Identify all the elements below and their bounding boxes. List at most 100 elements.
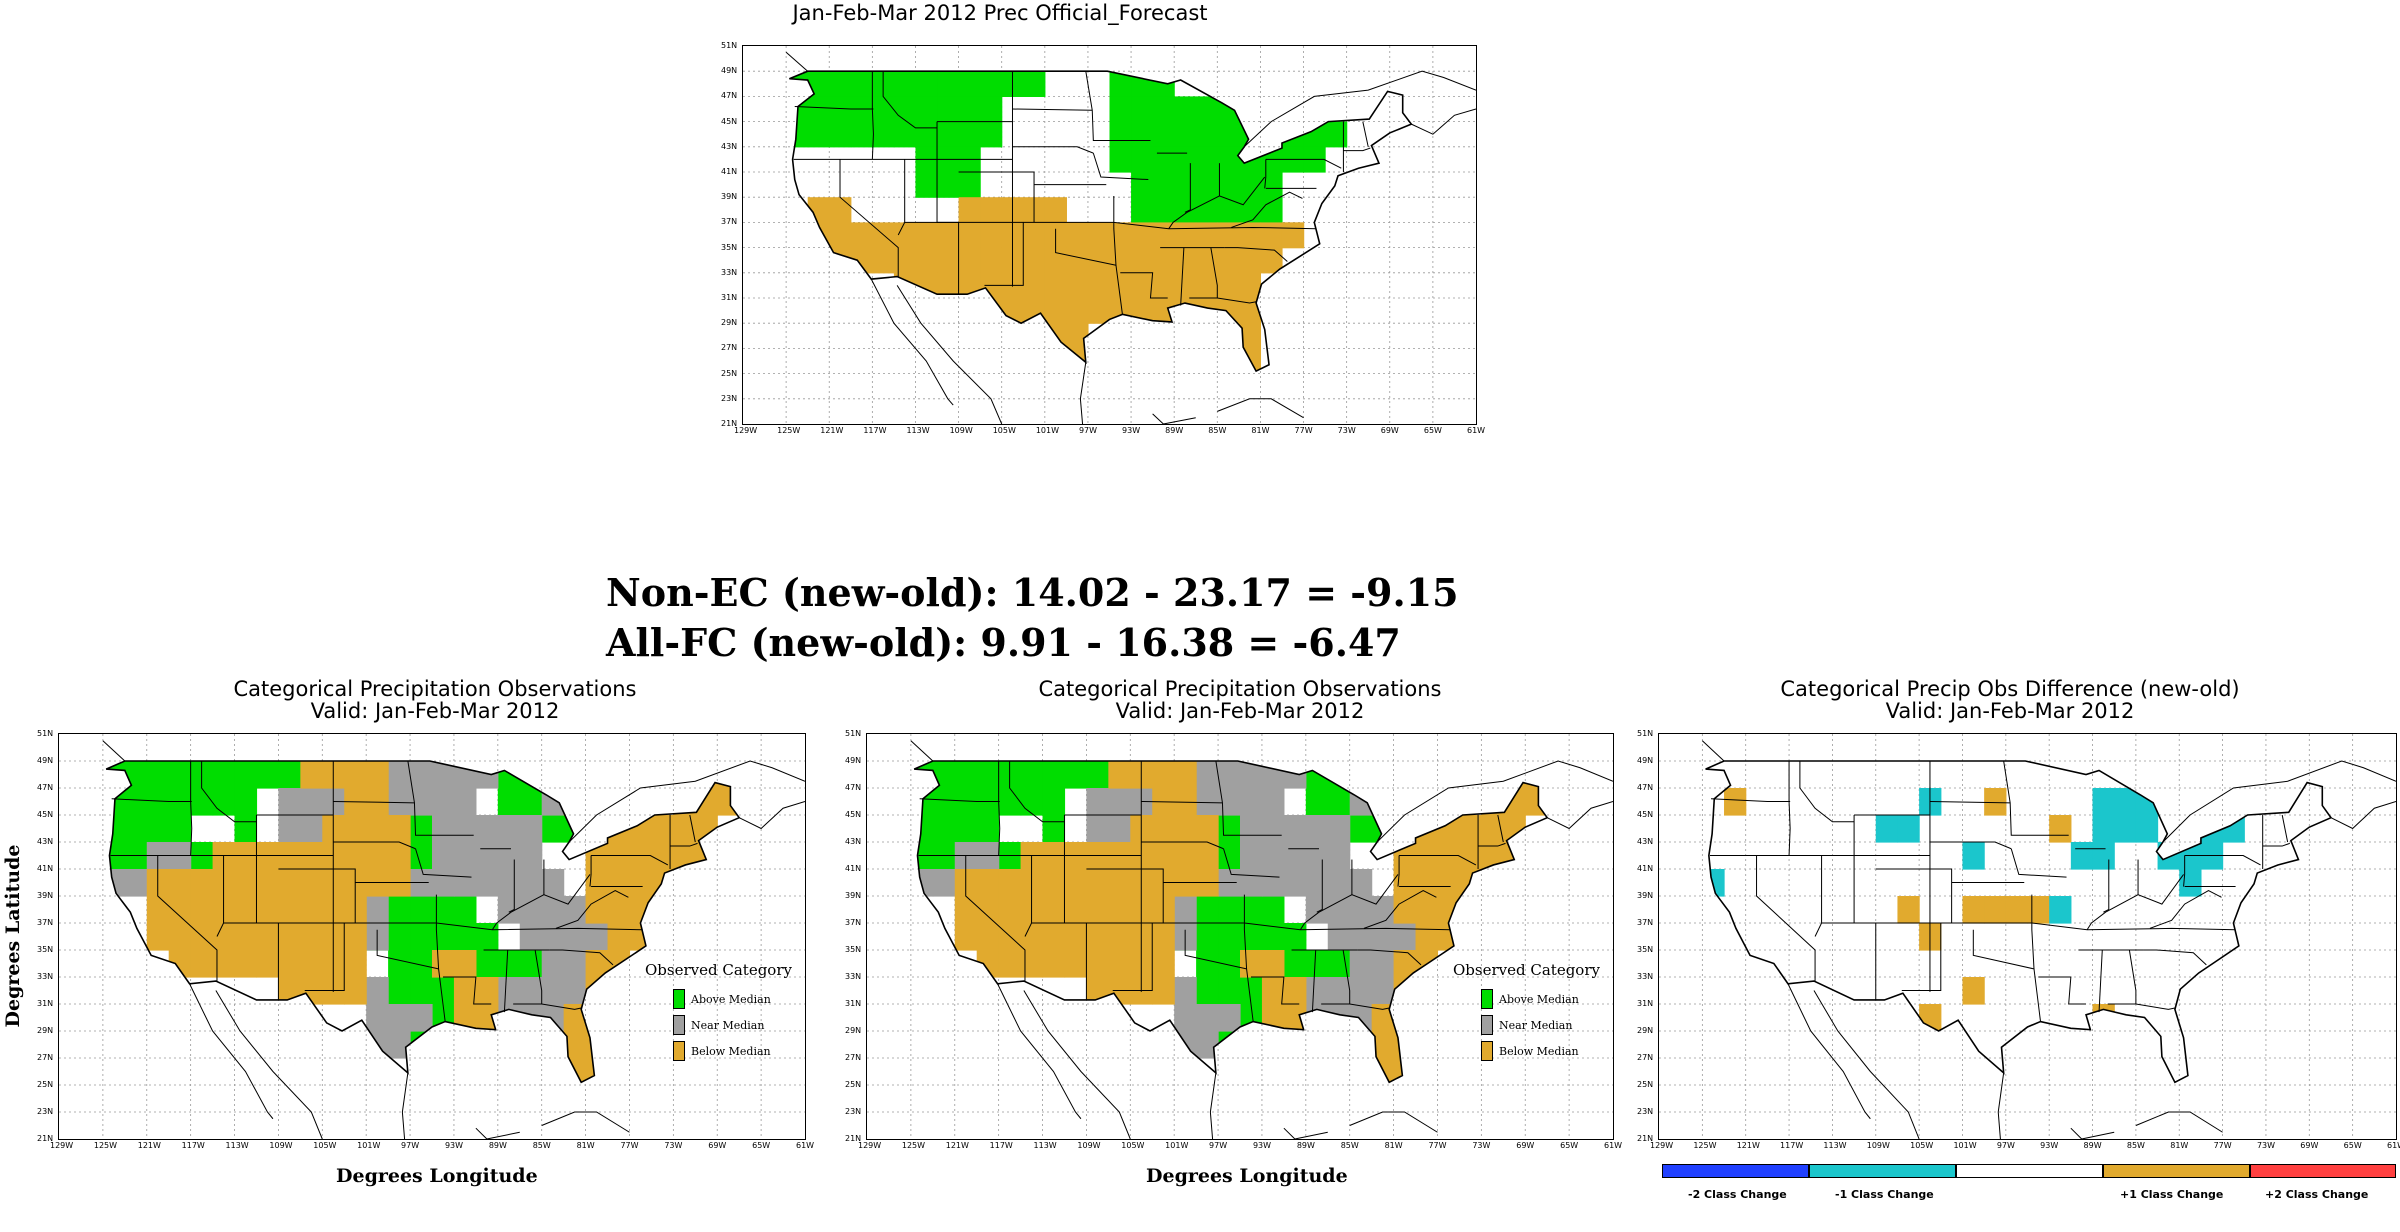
plus1-change-cell — [2027, 896, 2050, 924]
near-median-cell — [541, 977, 565, 1005]
state-border — [278, 868, 356, 923]
lon-tick-label: 109W — [949, 426, 973, 435]
lon-tick-label: 101W — [1035, 426, 1059, 435]
state-border — [201, 761, 257, 823]
coastline — [1243, 70, 1476, 148]
minus1-change-cell — [2070, 842, 2094, 870]
state-border — [1231, 191, 1303, 228]
obs-left-map-svg — [59, 734, 805, 1139]
below-median-cell — [1087, 222, 1111, 249]
below-median-cell — [432, 950, 455, 978]
near-median-cell — [453, 815, 477, 843]
near-median-cell — [1174, 977, 1197, 1005]
state-border — [1478, 842, 1506, 847]
below-median-cell — [388, 842, 411, 870]
near-median-cell — [1240, 761, 1263, 789]
lon-tick-label: 85W — [532, 1141, 551, 1150]
state-border — [1215, 760, 1282, 836]
below-median-cell — [1238, 298, 1262, 324]
above-median-cell — [1174, 146, 1197, 173]
lat-tick-label: 51N — [845, 729, 862, 738]
lon-tick-label: 77W — [1294, 426, 1313, 435]
state-border — [555, 890, 629, 929]
below-median-cell — [1217, 348, 1240, 372]
lat-tick-label: 29N — [1637, 1026, 1654, 1035]
state-border — [958, 171, 1035, 223]
above-median-cell — [915, 172, 938, 198]
coastline — [1702, 740, 1725, 762]
near-median-cell — [432, 869, 455, 897]
near-median-cell — [1174, 1004, 1197, 1032]
lon-tick-label: 97W — [1078, 426, 1098, 435]
below-median-cell — [1108, 923, 1131, 951]
lat-tick-label: 39N — [721, 192, 738, 202]
state-border — [919, 798, 1000, 802]
below-median-cell — [256, 923, 280, 951]
lat-tick-label: 21N — [721, 419, 738, 428]
above-median-cell — [1240, 977, 1263, 1005]
lon-tick-label: 85W — [2126, 1141, 2145, 1150]
below-median-cell — [958, 247, 981, 274]
lon-tick-label: 125W — [1693, 1141, 1717, 1150]
below-median-cell — [1238, 323, 1262, 349]
lon-tick-label: 121W — [1736, 1141, 1760, 1150]
below-median-cell — [1109, 272, 1132, 299]
above-median-cell — [1042, 788, 1066, 816]
above-median-cell — [190, 788, 214, 816]
below-median-cell — [1064, 896, 1088, 924]
lon-tick-label: 93W — [444, 1141, 464, 1150]
near-median-cell — [519, 977, 543, 1005]
lat-tick-label: 41N — [845, 864, 862, 873]
above-median-cell — [958, 172, 981, 198]
near-median-cell — [541, 950, 565, 978]
near-median-cell — [1283, 869, 1307, 897]
above-median-cell — [1023, 71, 1046, 97]
minus1-change-cell — [2135, 788, 2159, 816]
lat-tick-label: 33N — [721, 267, 738, 277]
below-median-cell — [1261, 977, 1285, 1005]
above-median-cell — [212, 788, 236, 816]
lon-tick-label: 73W — [664, 1141, 683, 1150]
lat-tick-label: 41N — [721, 167, 738, 176]
near-median-cell — [1218, 788, 1241, 816]
below-median-cell — [168, 950, 192, 978]
lon-tick-label: 125W — [777, 426, 801, 435]
below-median-cell — [673, 788, 696, 816]
near-median-cell — [1108, 815, 1131, 843]
state-border — [157, 855, 218, 982]
lon-tick-label: 121W — [945, 1141, 969, 1150]
state-border — [442, 976, 492, 1005]
near-median-cell — [1305, 842, 1329, 870]
below-median-cell — [976, 869, 1000, 897]
coastline — [1079, 362, 1087, 424]
diff-label-plus1: +1 Class Change — [2120, 1188, 2224, 1201]
above-median-cell — [497, 788, 521, 816]
lat-tick-label: 31N — [1637, 999, 1654, 1008]
near-median-cell — [432, 788, 455, 816]
above-median-cell — [410, 923, 433, 951]
below-median-cell — [563, 788, 587, 816]
lat-tick-label: 35N — [1637, 945, 1654, 954]
state-border — [1972, 929, 2035, 970]
above-median-cell — [872, 96, 895, 123]
state-border — [2031, 894, 2042, 1022]
below-median-cell — [1152, 298, 1175, 324]
state-border — [965, 855, 1026, 982]
forecast-map: 51N 49N 47N 45N 43N 41N 39N 37N 35N 33N 31N 29N 27N 2… — [721, 41, 1485, 435]
lat-tick-label: 41N — [37, 864, 54, 873]
lon-tick-label: 129W — [50, 1141, 74, 1150]
lat-tick-label: 21N — [845, 1134, 862, 1143]
below-median-cell — [1152, 247, 1175, 274]
coastline — [2135, 1111, 2223, 1133]
near-median-cell — [1305, 1004, 1329, 1032]
coastline — [2330, 801, 2396, 830]
state-border — [1243, 894, 1254, 1022]
below-median-cell — [256, 896, 280, 924]
below-median-cell — [1437, 869, 1461, 897]
state-border — [1086, 868, 1164, 923]
obs-left-ylabel: Degrees Latitude — [2, 844, 24, 1028]
above-median-cell — [807, 96, 830, 123]
lon-tick-label: 109W — [269, 1141, 293, 1150]
above-median-cell — [1195, 146, 1218, 173]
lon-tick-label: 125W — [901, 1141, 926, 1150]
